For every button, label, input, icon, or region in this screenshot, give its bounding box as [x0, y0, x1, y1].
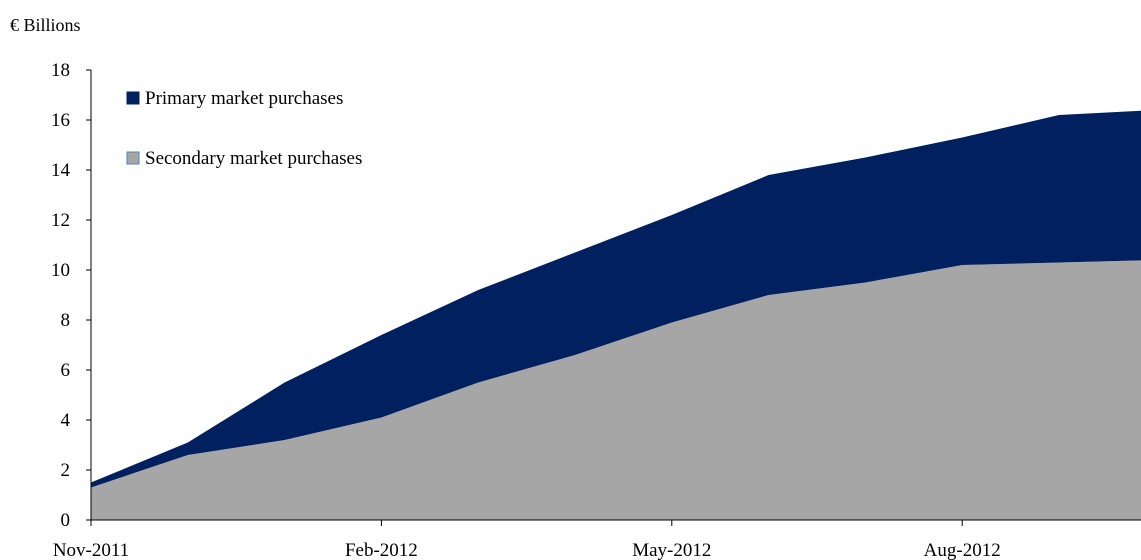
legend-swatch-secondary-market-purchases: [126, 151, 140, 165]
area-primary-market-purchases: [91, 110, 1141, 488]
axes-layer: 0 2 4 6 8 10 12 14 16 18 Nov-2011 Feb-2012 May-2012 A…: [51, 60, 1141, 560]
y-tick-label: 4: [61, 410, 71, 431]
y-tick-label: 18: [51, 60, 70, 81]
y-tick-label: 2: [61, 460, 71, 481]
y-tick-label: 10: [51, 260, 70, 281]
x-tick-label: Nov-2011: [53, 540, 129, 560]
x-tick-label: Aug-2012: [924, 540, 1001, 560]
legend-swatch-primary-market-purchases: [126, 91, 140, 105]
y-tick-label: 8: [61, 310, 71, 331]
area-secondary-market-purchases: [91, 260, 1141, 520]
y-tick-label: 6: [61, 360, 71, 381]
area-layer: [91, 110, 1141, 520]
x-tick-label: Feb-2012: [345, 540, 418, 560]
y-tick-label: 14: [51, 160, 71, 181]
y-tick-label: 0: [61, 510, 71, 531]
y-tick-label: 12: [51, 210, 70, 231]
unit-label: € Billions: [10, 15, 81, 35]
legend-label-primary-market-purchases: Primary market purchases: [145, 88, 343, 109]
legend: Primary market purchases Secondary market…: [126, 88, 362, 169]
x-tick-label: May-2012: [632, 540, 711, 560]
legend-label-secondary-market-purchases: Secondary market purchases: [145, 148, 362, 169]
y-tick-label: 16: [51, 110, 70, 131]
